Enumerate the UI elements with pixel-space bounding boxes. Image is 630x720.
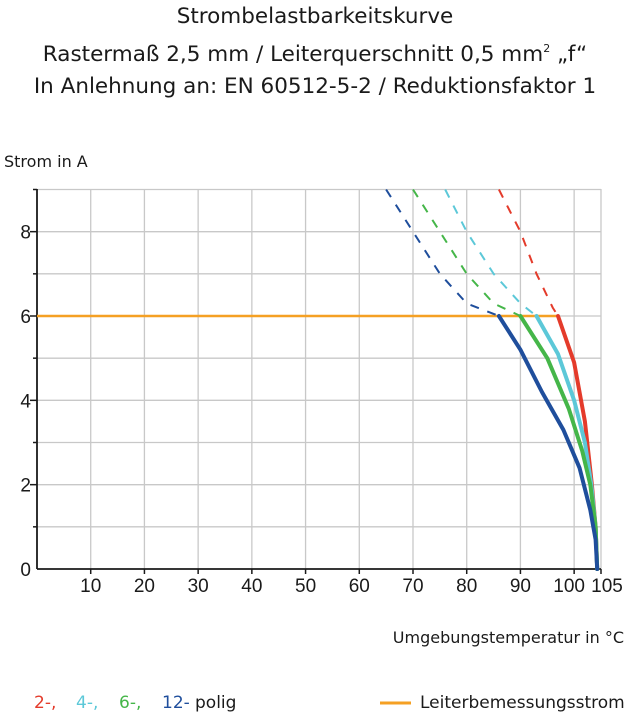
legend: 2-, 4-, 6-, 12- polig Leiterbemessungsstrom [34, 693, 625, 713]
chart-subtitle: Rastermaß 2,5 mm / Leiterquerschnitt 0,5… [0, 33, 630, 70]
series-6-pole-dashed [412, 188, 521, 317]
y-tick-label: 0 [20, 560, 31, 581]
y-tick-label: 6 [20, 307, 31, 328]
x-tick-label: 100 [553, 576, 585, 597]
series-4-pole-dashed [444, 189, 538, 317]
subtitle-superscript: 2 [543, 42, 551, 55]
legend-rated-current-label: Leiterbemessungsstrom [420, 693, 625, 713]
legend-6-pole: 6-, [119, 693, 141, 713]
tick-labels: 0 2 4 6 8 10 20 30 40 50 60 70 80 90 100 105 [20, 223, 622, 597]
series-lines [37, 188, 600, 571]
y-tick-label: 4 [20, 391, 31, 412]
series-12-pole-dashed [385, 188, 500, 317]
legend-12-pole: 12- [162, 693, 190, 713]
x-tick-label: 30 [188, 576, 209, 597]
legend-4-pole: 4-, [76, 693, 98, 713]
series-6-pole-solid [518, 314, 600, 571]
x-tick-label: 20 [134, 576, 155, 597]
x-tick-label: 70 [402, 576, 423, 597]
legend-suffix: polig [195, 693, 236, 713]
chart-title: Strombelastbarkeitskurve [176, 4, 454, 29]
x-axis-label: Umgebungstemperatur in °C [393, 628, 624, 647]
y-tick-label: 8 [20, 223, 31, 244]
x-tick-label: 105 [591, 576, 623, 597]
y-axis-label: Strom in A [4, 152, 88, 171]
x-tick-label: 40 [241, 576, 262, 597]
legend-label-2: 2-, 4-, 6-, 12- polig [34, 693, 236, 713]
series-12-pole-solid [496, 314, 600, 571]
x-tick-label: 50 [295, 576, 316, 597]
x-tick-label: 90 [510, 576, 531, 597]
subtitle-suffix: „f“ [550, 42, 588, 67]
x-tick-label: 80 [456, 576, 477, 597]
chart-subtitle-standard: In Anlehnung an: EN 60512-5-2 / Reduktio… [33, 74, 597, 99]
x-tick-label: 60 [349, 576, 370, 597]
y-tick-label: 2 [20, 476, 31, 497]
series-2-pole-dashed [498, 189, 559, 317]
subtitle-text: Rastermaß 2,5 mm / Leiterquerschnitt 0,5… [42, 42, 544, 67]
x-tick-label: 10 [80, 576, 101, 597]
grid [37, 188, 602, 569]
legend-2-pole: 2-, [34, 693, 56, 713]
axes [30, 188, 602, 574]
